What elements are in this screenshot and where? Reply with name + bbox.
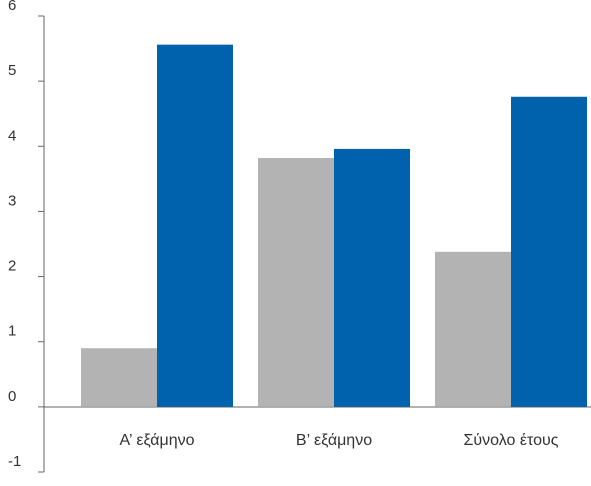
y-tick-label: 6	[8, 0, 16, 14]
y-tick-label: 1	[8, 323, 16, 340]
bar-gray-0	[81, 348, 157, 407]
bar-blue-1	[334, 148, 410, 407]
y-tick-label: -1	[8, 453, 21, 470]
bar-blue-0	[157, 44, 233, 407]
x-category-label: Α’ εξάμηνο	[119, 432, 194, 449]
bar-blue-2	[511, 96, 587, 407]
x-category-label: Σύνολο έτους	[464, 432, 559, 449]
y-tick-label: 2	[8, 258, 16, 275]
x-category-label: Β’ εξάμηνο	[296, 432, 372, 449]
bar-gray-1	[258, 158, 334, 407]
y-tick-label: 4	[8, 127, 16, 144]
bar-series	[81, 44, 587, 407]
y-axis-ticks: -1 0 1 2 3 4 5 6	[8, 0, 44, 473]
y-tick-label: 3	[8, 192, 16, 209]
y-tick-label: 0	[8, 388, 16, 405]
x-axis-labels: Α’ εξάμηνο Β’ εξάμηνο Σύνολο έτους	[119, 432, 558, 449]
y-tick-label: 5	[8, 62, 16, 79]
bar-gray-2	[435, 251, 511, 407]
